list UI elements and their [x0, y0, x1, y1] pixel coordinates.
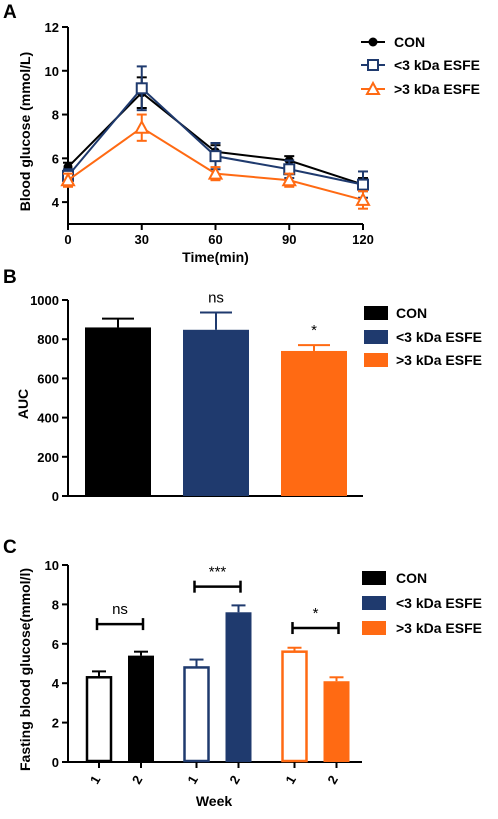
- panel-letter-c: C: [3, 537, 17, 558]
- panel-c-x-tick-label: 2: [226, 773, 243, 787]
- panel-b-legend-swatch: [364, 306, 388, 320]
- panel-c-x-tick-label: 2: [129, 773, 146, 787]
- panel-c-y-axis-title: Fasting blood glucose(mmol/l): [17, 568, 33, 771]
- panel-a-legend-marker: [367, 59, 379, 71]
- panel-a-point: [60, 172, 76, 187]
- panel-a-x-axis-title: Time(min): [182, 249, 249, 265]
- panel-a-y-axis-title: Blood glucose (mmol/L): [17, 52, 33, 211]
- panel-a-point: [357, 178, 369, 191]
- panel-b-y-tick-label: 600: [37, 371, 59, 386]
- panel-a-y-tick-label: 4: [52, 195, 60, 210]
- panel-a-legend-marker: [368, 37, 378, 47]
- panel-letter-a: A: [3, 2, 17, 23]
- panel-c-legend-label: CON: [396, 570, 427, 586]
- panel-c-legend-swatch: [362, 596, 386, 610]
- panel-a-y-tick-label: 6: [52, 151, 59, 166]
- panel-c-bar: [128, 655, 154, 762]
- panel-b-bar: [85, 327, 151, 496]
- panel-a-x-tick-label: 0: [64, 232, 71, 247]
- panel-c-significance-label: ***: [209, 564, 227, 581]
- panel-c-y-tick-label: 6: [52, 637, 59, 652]
- panel-c-bar: [281, 650, 308, 763]
- panel-a-point: [135, 82, 148, 95]
- panel-c-y-tick-label: 2: [52, 716, 59, 731]
- panel-c-bar: [85, 676, 113, 763]
- panel-c-x-tick-label: 1: [87, 773, 104, 787]
- panel-a-legend-label: <3 kDa ESFE: [394, 57, 480, 73]
- panel-a-y-tick-label: 10: [45, 64, 59, 79]
- panel-b-bar: [183, 329, 249, 496]
- panel-b-y-tick-label: 0: [52, 489, 59, 504]
- panel-c-x-tick-label: 1: [282, 773, 299, 787]
- panel-b-significance-label: *: [311, 322, 317, 339]
- panel-c-bar: [183, 666, 210, 763]
- panel-b-legend-swatch: [364, 330, 388, 344]
- panel-b-bar: [281, 350, 347, 496]
- panel-a-x-tick-label: 90: [282, 232, 296, 247]
- panel-c-legend-label: >3 kDa ESFE: [396, 620, 482, 636]
- panel-c-x-axis-title: Week: [196, 793, 233, 809]
- panel-c-y-tick-label: 0: [52, 755, 59, 770]
- panel-b-legend-swatch: [364, 353, 388, 367]
- panel-a-y-tick-label: 12: [45, 20, 59, 35]
- panel-c-x-tick-label: 2: [324, 773, 341, 787]
- panel-a-point: [281, 172, 297, 187]
- panel-a-legend-marker: [365, 80, 381, 95]
- panel-c-y-tick-label: 4: [52, 676, 60, 691]
- panel-a-x-tick-label: 60: [208, 232, 222, 247]
- panel-b-y-tick-label: 200: [37, 450, 59, 465]
- panel-a-legend-label: >3 kDa ESFE: [394, 81, 480, 97]
- panel-b-y-axis-title: AUC: [15, 389, 31, 419]
- panel-a-point: [134, 119, 150, 134]
- panel-b-legend-label: <3 kDa ESFE: [396, 329, 482, 345]
- panel-b-y-tick-label: 800: [37, 332, 59, 347]
- panel-c-x-tick-label: 1: [184, 773, 201, 787]
- panel-c-legend-label: <3 kDa ESFE: [396, 595, 482, 611]
- panel-c-bar: [323, 681, 350, 762]
- panel-b-legend-label: CON: [396, 305, 427, 321]
- panel-a-point: [355, 191, 371, 206]
- panel-b-y-tick-label: 1000: [30, 293, 59, 308]
- panel-a-point: [209, 150, 222, 163]
- panel-a-legend-label: CON: [394, 34, 425, 50]
- panel-b-significance-label: ns: [208, 290, 224, 307]
- panel-c-y-tick-label: 8: [52, 597, 59, 612]
- panel-a-point: [207, 165, 224, 180]
- panel-c-bar: [225, 612, 252, 762]
- panel-b-y-tick-label: 400: [37, 411, 59, 426]
- panel-c-legend-swatch: [362, 621, 386, 635]
- panel-c-y-tick-label: 10: [45, 558, 59, 573]
- panel-a-x-tick-label: 30: [135, 232, 149, 247]
- panel-a-y-tick-label: 8: [52, 108, 59, 123]
- panel-c-significance-label: ns: [112, 601, 128, 618]
- panel-c-significance-label: *: [313, 605, 319, 622]
- panel-a-x-tick-label: 120: [352, 232, 374, 247]
- panel-b-legend-label: >3 kDa ESFE: [396, 352, 482, 368]
- panel-c-legend-swatch: [362, 571, 386, 585]
- panel-letter-b: B: [3, 267, 17, 288]
